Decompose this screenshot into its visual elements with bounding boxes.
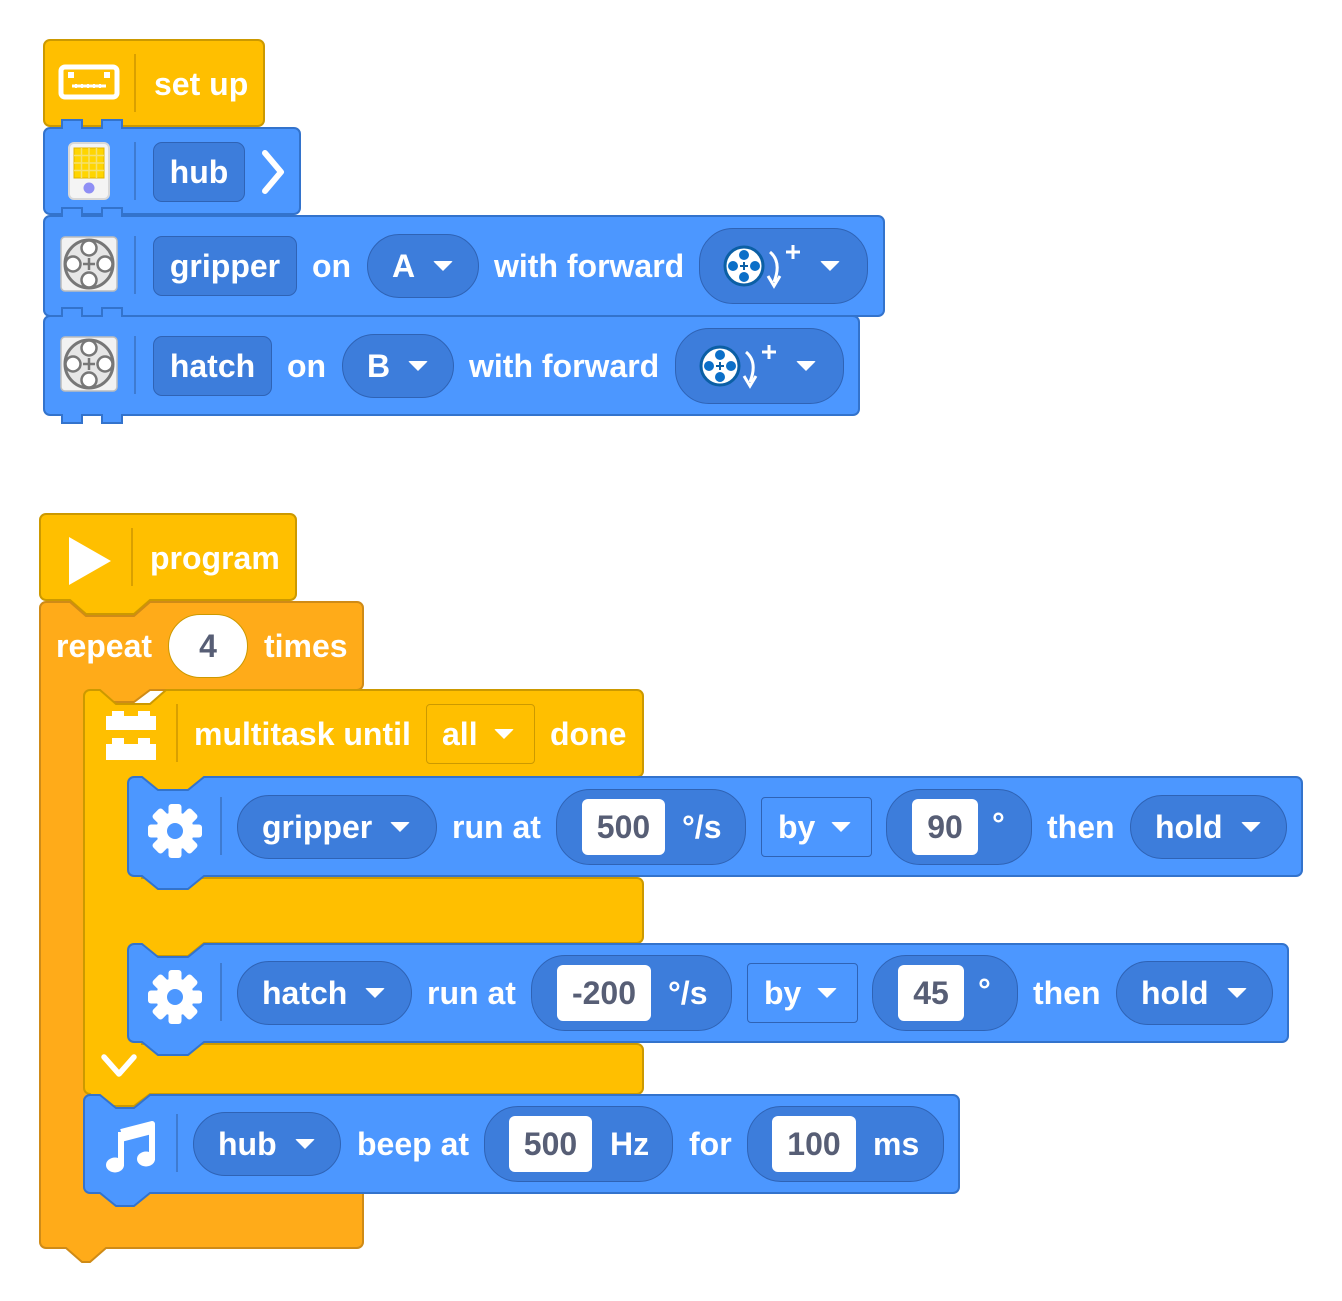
dropdown-arrow-icon: [408, 361, 429, 371]
separator: [134, 54, 136, 112]
gripper-variable[interactable]: gripper: [153, 236, 297, 296]
run-at-label: run at: [427, 975, 516, 1011]
mode-value: all: [442, 716, 478, 752]
dropdown-arrow-icon: [817, 988, 838, 998]
music-note-icon: [106, 1121, 155, 1173]
then-label: then: [1047, 809, 1115, 845]
setup-hat-label: set up: [154, 66, 249, 102]
speed-unit: °/s: [682, 809, 722, 845]
direction-dropdown[interactable]: [675, 328, 844, 404]
frequency-input[interactable]: 500: [509, 1116, 592, 1172]
multitask-label: multitask until: [194, 716, 411, 752]
separator: [134, 336, 136, 394]
on-label: on: [287, 348, 327, 384]
chevron-down-icon[interactable]: [100, 1052, 138, 1082]
separator: [134, 142, 136, 200]
then-label: then: [1033, 975, 1101, 1011]
hub-setup-icon: [58, 64, 120, 100]
port-dropdown[interactable]: A: [367, 234, 479, 298]
motor-clockwise-icon: [699, 345, 776, 389]
duration-unit: ms: [873, 1126, 920, 1162]
dropdown-arrow-icon: [796, 361, 816, 371]
port-value: A: [392, 248, 416, 284]
dropdown-arrow-icon: [820, 261, 840, 271]
dropdown-arrow-icon: [390, 822, 411, 832]
by-value: by: [764, 975, 802, 1011]
hub-brick-icon: [68, 142, 110, 200]
multitask-icon: [106, 711, 156, 760]
multitask-mode-dropdown[interactable]: all: [426, 704, 535, 764]
dropdown-arrow-icon: [433, 261, 454, 271]
speed-input[interactable]: 500: [582, 799, 665, 855]
done-label: done: [550, 716, 627, 752]
dropdown-arrow-icon: [294, 1139, 315, 1149]
amount-input[interactable]: 45: [898, 965, 964, 1021]
by-value: by: [778, 809, 816, 845]
motor-clockwise-icon: [723, 245, 800, 289]
hatch-variable[interactable]: hatch: [153, 336, 272, 396]
gear-icon: [148, 804, 202, 858]
for-label: for: [689, 1126, 732, 1162]
dropdown-arrow-icon: [1226, 988, 1247, 998]
stop-action-dropdown[interactable]: hold: [1116, 961, 1273, 1025]
gear-icon: [148, 970, 202, 1024]
port-dropdown[interactable]: B: [342, 334, 454, 398]
with-forward-label: with forward: [494, 248, 685, 284]
program-hat-label: program: [150, 540, 280, 576]
motor-value: hatch: [262, 975, 348, 1011]
hub-variable[interactable]: hub: [153, 142, 245, 202]
stop-value: hold: [1155, 809, 1223, 845]
on-label: on: [312, 248, 352, 284]
speed-unit: °/s: [668, 975, 708, 1011]
device-dropdown[interactable]: hub: [193, 1112, 341, 1176]
separator: [220, 797, 222, 855]
by-dropdown[interactable]: by: [747, 963, 858, 1023]
repeat-label: repeat: [56, 628, 153, 664]
dropdown-arrow-icon: [493, 729, 514, 739]
separator: [220, 963, 222, 1021]
stop-action-dropdown[interactable]: hold: [1130, 795, 1287, 859]
frequency-unit: Hz: [610, 1126, 650, 1162]
port-value: B: [367, 348, 391, 384]
device-value: hub: [218, 1126, 277, 1162]
play-icon: [69, 537, 111, 585]
separator: [176, 704, 178, 762]
amount-input[interactable]: 90: [912, 799, 978, 855]
separator: [134, 236, 136, 294]
beep-at-label: beep at: [357, 1126, 470, 1162]
stop-value: hold: [1141, 975, 1209, 1011]
motor-dropdown[interactable]: gripper: [237, 795, 437, 859]
amount-unit: °: [992, 806, 1005, 842]
with-forward-label: with forward: [469, 348, 660, 384]
dropdown-arrow-icon: [831, 822, 852, 832]
dropdown-arrow-icon: [365, 988, 386, 998]
times-label: times: [264, 628, 348, 664]
duration-input[interactable]: 100: [772, 1116, 856, 1172]
separator: [131, 528, 133, 586]
program-hat-shape: [39, 513, 297, 615]
repeat-count-input[interactable]: 4: [168, 614, 248, 678]
speed-input[interactable]: -200: [557, 965, 651, 1021]
chevron-right-icon[interactable]: [258, 147, 288, 197]
motor-dropdown[interactable]: hatch: [237, 961, 412, 1025]
direction-dropdown[interactable]: [699, 228, 868, 304]
run-at-label: run at: [452, 809, 541, 845]
motor-icon: [60, 336, 118, 392]
motor-value: gripper: [262, 809, 373, 845]
motor-icon: [60, 236, 118, 292]
by-dropdown[interactable]: by: [761, 797, 872, 857]
separator: [176, 1114, 178, 1172]
amount-unit: °: [978, 972, 991, 1008]
dropdown-arrow-icon: [1240, 822, 1261, 832]
